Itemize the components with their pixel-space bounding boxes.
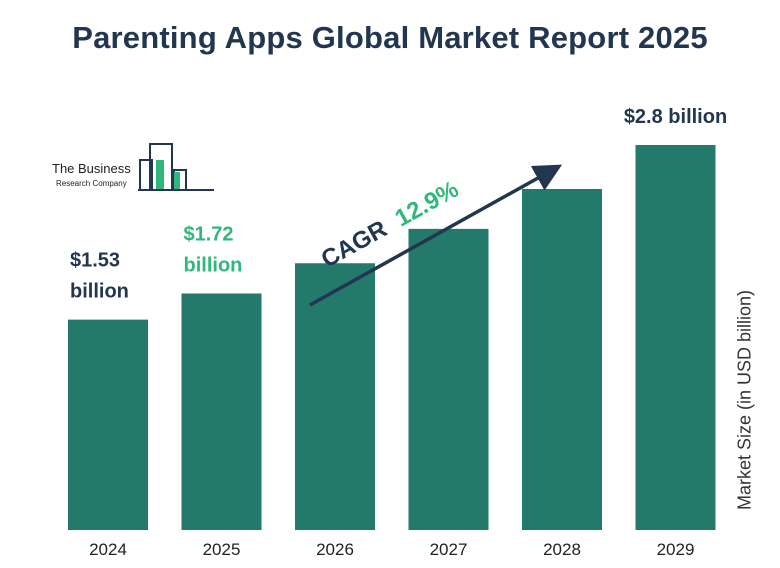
bar-2028 [522, 189, 602, 530]
bar-2029 [635, 145, 716, 530]
bar-2026 [295, 263, 375, 530]
value-label-2025-line-2: billion [184, 255, 243, 277]
y-axis-label: Market Size (in USD billion) [734, 289, 755, 511]
chart-title: Parenting Apps Global Market Report 2025 [72, 20, 708, 55]
logo-building-accent-2 [174, 172, 180, 190]
cagr-arrow [309, 164, 563, 307]
bar-2024 [68, 319, 148, 530]
value-labels: $1.53 billion $1.72 billion $2.8 billion [70, 106, 727, 303]
value-label-2025-line-1: $1.72 [184, 224, 234, 246]
x-tick-label-2029: 2029 [657, 540, 695, 559]
x-tick-label-2025: 2025 [203, 540, 241, 559]
x-tick-label-2028: 2028 [543, 540, 581, 559]
logo-building-accent-1 [156, 160, 164, 190]
bars-group [68, 145, 716, 530]
value-label-2024-line-2: billion [70, 281, 129, 303]
logo-line-1: The Business [52, 161, 131, 176]
x-tick-label-2026: 2026 [316, 540, 354, 559]
bar-2027 [408, 228, 489, 530]
value-label-2029-line-1: $2.8 billion [624, 106, 727, 128]
x-tick-label-2024: 2024 [89, 540, 127, 559]
x-axis-labels: 2024 2025 2026 2027 2028 2029 [89, 540, 694, 559]
value-label-2024-line-1: $1.53 [70, 250, 120, 272]
company-logo: The Business Research Company [52, 143, 214, 191]
bar-2025 [181, 293, 262, 530]
logo-line-2: Research Company [56, 179, 127, 188]
x-tick-label-2027: 2027 [430, 540, 468, 559]
